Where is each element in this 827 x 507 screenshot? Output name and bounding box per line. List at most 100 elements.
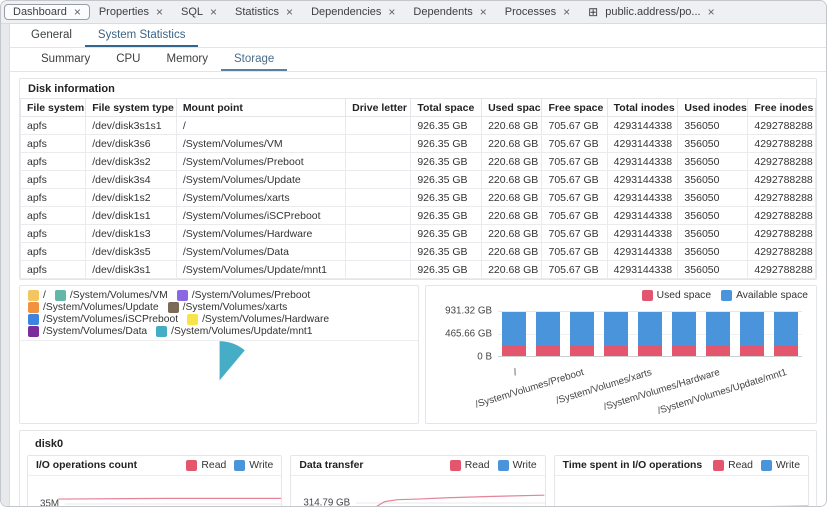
close-icon[interactable]: × xyxy=(388,5,396,19)
subtab-summary[interactable]: Summary xyxy=(41,52,91,65)
time-spent-in-io-operations-lines xyxy=(555,476,808,507)
column-header-total-inodes: Total inodes xyxy=(606,98,679,117)
table-cell: 220.68 GB xyxy=(481,224,543,243)
table-row: apfs/dev/disk3s5/System/Volumes/Data 926.… xyxy=(19,242,816,261)
legend-write[interactable]: Write xyxy=(497,460,537,471)
left-pane-splitter[interactable] xyxy=(1,24,10,506)
table-row: apfs/dev/disk1s1/System/Volumes/iSCPrebo… xyxy=(19,206,816,225)
bar-x-label-: / xyxy=(512,367,519,379)
stacked-bar- xyxy=(502,312,526,356)
pie-legend-item-system-volumes-preboot[interactable]: /System/Volumes/Preboot xyxy=(176,290,310,301)
pie-legend-item-system-volumes-vm[interactable]: /System/Volumes/VM xyxy=(54,290,168,301)
table-cell: 705.67 GB xyxy=(541,134,608,153)
close-icon[interactable]: × xyxy=(479,5,487,19)
time-spent-in-io-operations-header: Time spent in I/O operations Read Write xyxy=(554,456,808,476)
table-cell: apfs xyxy=(19,242,87,261)
window-tab-dependents[interactable]: Dependents × xyxy=(404,4,495,20)
window-tab-processes[interactable]: Processes × xyxy=(496,4,579,20)
pie-swatch xyxy=(187,314,199,325)
window-tab-sql[interactable]: SQL × xyxy=(172,4,226,20)
table-cell: 356050 xyxy=(677,152,749,171)
table-cell: 356050 xyxy=(677,224,749,243)
pie-legend-item-system-volumes-iscpreboot[interactable]: /System/Volumes/iSCPreboot xyxy=(28,314,178,325)
legend-used-space[interactable]: Used space xyxy=(641,290,712,301)
read-swatch xyxy=(186,460,198,471)
column-header-free-inodes: Free inodes xyxy=(747,98,816,117)
table-cell: /dev/disk3s6 xyxy=(85,134,177,153)
stacked-bar-system-volumes-data xyxy=(740,312,764,356)
subtab-storage[interactable]: Storage xyxy=(221,48,288,71)
available-space-segment xyxy=(672,312,696,346)
table-cell: 926.35 GB xyxy=(410,242,483,261)
legend-write[interactable]: Write xyxy=(234,460,273,471)
table-cell: / xyxy=(175,116,347,135)
io-operations-count-plot-area: 35M30M xyxy=(28,476,282,506)
disk0-section: disk0 I/O operations count Read Write 35M30… xyxy=(19,430,817,507)
close-icon[interactable]: × xyxy=(707,5,715,19)
close-icon[interactable]: × xyxy=(155,5,163,19)
stacked-bar-system-volumes-update xyxy=(604,312,628,356)
table-cell: /dev/disk3s5 xyxy=(85,242,177,261)
table-cell: 705.67 GB xyxy=(541,188,608,207)
legend-read[interactable]: Read xyxy=(449,460,490,471)
table-cell: 4293144338 xyxy=(606,134,679,153)
window-tab-public-address-po[interactable]: ⊞ public.address/po... × xyxy=(579,3,723,21)
window-tab-label: Processes xyxy=(504,6,557,18)
window-tab-dependencies[interactable]: Dependencies × xyxy=(302,4,404,20)
table-header-row: File system File system type Mount point Dr… xyxy=(19,98,816,117)
legend-available-space[interactable]: Available space xyxy=(721,290,808,301)
pie-legend-item-system-volumes-update[interactable]: /System/Volumes/Update xyxy=(28,302,159,313)
table-row: apfs/dev/disk3s1s1/ 926.35 GB 220.68 GB 705… xyxy=(19,116,816,135)
used-space-segment xyxy=(706,345,730,356)
table-cell: apfs xyxy=(19,206,87,225)
used-space-pie-panel: / /System/Volumes/VM/System/Volumes/Prebo… xyxy=(19,285,419,424)
bar-x-axis-labels: //System/Volumes/Preboot/System/Volumes/… xyxy=(475,359,802,417)
table-cell: 220.68 GB xyxy=(481,188,543,207)
table-cell: /dev/disk3s4 xyxy=(85,170,177,189)
table-cell: 4292788288 xyxy=(747,116,816,135)
table-cell: /System/Volumes/Update xyxy=(175,170,347,189)
y-tick-label: 314.79 GB xyxy=(303,497,351,507)
pie-legend-item-system-volumes-hardware[interactable]: /System/Volumes/Hardware xyxy=(187,314,329,325)
tab-system-statistics[interactable]: System Statistics xyxy=(84,24,199,47)
subtab-memory[interactable]: Memory xyxy=(166,52,209,65)
window-tab-statistics[interactable]: Statistics × xyxy=(226,4,302,20)
legend-used-space-label: Used space xyxy=(656,290,712,301)
close-icon[interactable]: × xyxy=(286,5,294,19)
pie-legend-label: /System/Volumes/VM xyxy=(69,290,168,301)
pie-legend-item-[interactable]: / xyxy=(28,290,46,301)
table-cell: 926.35 GB xyxy=(410,260,483,279)
pie-legend-item-system-volumes-update-mnt1[interactable]: /System/Volumes/Update/mnt1 xyxy=(156,326,313,337)
table-cell xyxy=(345,260,412,279)
legend-read[interactable]: Read xyxy=(186,460,226,471)
legend-read[interactable]: Read xyxy=(713,460,753,471)
table-cell: 4292788288 xyxy=(747,152,816,171)
time-spent-in-io-operations-title: Time spent in I/O operations xyxy=(562,460,703,471)
used-space-swatch xyxy=(641,290,653,301)
tab-general[interactable]: General xyxy=(31,28,72,41)
pie-legend-label: /System/Volumes/xarts xyxy=(182,302,288,313)
close-icon[interactable]: × xyxy=(210,5,218,19)
table-cell: 220.68 GB xyxy=(481,116,543,135)
close-icon[interactable]: × xyxy=(73,5,81,19)
close-icon[interactable]: × xyxy=(563,5,571,19)
window-tab-properties[interactable]: Properties × xyxy=(90,4,172,20)
subtab-cpu[interactable]: CPU xyxy=(116,52,141,65)
bar-y-tick: 931.32 GB xyxy=(445,305,492,317)
window-tab-dashboard[interactable]: Dashboard × xyxy=(4,4,90,20)
table-cell: 705.67 GB xyxy=(541,206,608,225)
table-cell: /System/Volumes/iSCPreboot xyxy=(175,206,347,225)
legend-label: Write xyxy=(249,460,274,471)
legend-write[interactable]: Write xyxy=(760,460,800,471)
data-transfer-title: Data transfer xyxy=(299,460,364,471)
gridline xyxy=(356,502,545,504)
window-tab-label: Dependents xyxy=(413,6,473,18)
pie-legend-item-system-volumes-data[interactable]: /System/Volumes/Data xyxy=(28,326,147,337)
system-statistics-tabs: Summary CPU Memory Storage xyxy=(10,48,826,72)
table-cell: 356050 xyxy=(677,206,749,225)
table-cell: 4293144338 xyxy=(606,170,679,189)
pie-legend-item-system-volumes-xarts[interactable]: /System/Volumes/xarts xyxy=(167,302,288,313)
available-space-segment xyxy=(638,312,662,346)
window-tab-label: Statistics xyxy=(235,6,280,18)
dashboard-tabs: General System Statistics xyxy=(10,24,826,48)
